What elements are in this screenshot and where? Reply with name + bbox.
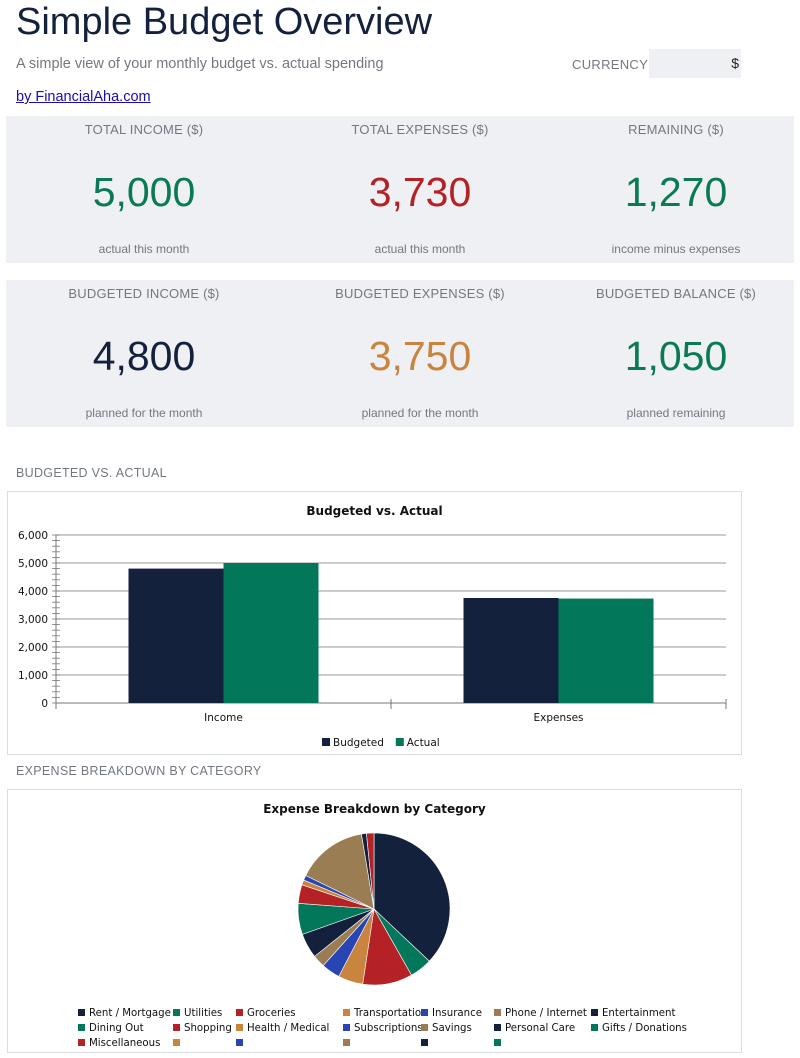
legend-swatch	[322, 738, 330, 746]
legend-label: Shopping	[184, 1023, 232, 1034]
x-category-label: Income	[204, 712, 243, 724]
card-label: TOTAL EXPENSES ($)	[351, 122, 489, 137]
actual-summary-panel: TOTAL INCOME ($) 5,000 actual this month…	[6, 116, 794, 263]
card-label: BUDGETED EXPENSES ($)	[335, 286, 505, 301]
x-category-label: Expenses	[533, 712, 583, 724]
pie-slice-savings	[305, 833, 375, 910]
legend-label: Savings	[432, 1023, 472, 1034]
bar-budgeted-expenses	[463, 598, 559, 703]
legend-label: Miscellaneous	[89, 1038, 160, 1049]
legend-label: Subscriptions	[354, 1023, 423, 1034]
card-label: TOTAL INCOME ($)	[84, 122, 204, 137]
currency-input[interactable]: $	[649, 49, 741, 78]
legend-label: Utilities	[184, 1008, 222, 1019]
y-tick-label: 1,000	[18, 670, 48, 682]
currency-label: CURRENCY	[572, 57, 649, 72]
legend-swatch	[343, 1024, 350, 1031]
legend-swatch	[236, 1024, 243, 1031]
legend-swatch	[343, 1009, 350, 1016]
legend-label: Dining Out	[89, 1023, 144, 1034]
legend-swatch	[173, 1039, 180, 1046]
legend-swatch	[421, 1009, 428, 1016]
legend-swatch	[591, 1009, 598, 1016]
y-tick-label: 0	[41, 698, 48, 710]
card-caption: planned remaining	[626, 406, 726, 420]
legend-swatch	[494, 1039, 501, 1046]
y-tick-label: 5,000	[18, 558, 48, 570]
bar-chart: 0 1,000 2,000 3,000 4,000 5,000 6,000 Income Exp…	[18, 530, 727, 749]
card-caption: actual this month	[374, 242, 466, 256]
card-caption: income minus expenses	[611, 242, 741, 256]
y-tick-label: 3,000	[18, 614, 48, 626]
bar-chart-title: Budgeted vs. Actual	[306, 504, 443, 518]
y-tick-label: 2,000	[18, 642, 48, 654]
card-label: BUDGETED INCOME ($)	[68, 286, 220, 301]
bar-chart-container: Budgeted vs. Actual 0 1,000 2,000 3,000 4,00…	[7, 491, 742, 755]
card-label: BUDGETED BALANCE ($)	[595, 286, 757, 301]
legend-swatch	[78, 1039, 85, 1046]
legend-label: Groceries	[247, 1008, 296, 1019]
card-label: REMAINING ($)	[628, 122, 724, 137]
card-value: 1,270	[624, 169, 728, 215]
legend-label: Rent / Mortgage	[89, 1008, 171, 1019]
expense-breakdown-heading: EXPENSE BREAKDOWN BY CATEGORY	[16, 764, 262, 778]
legend-swatch	[173, 1024, 180, 1031]
pie-chart: Rent / Mortgage Utilities Groceries Transpo…	[78, 832, 687, 1049]
legend-label: Entertainment	[602, 1008, 676, 1019]
legend-swatch	[78, 1024, 85, 1031]
card-value: 3,750	[368, 333, 472, 379]
card-value: 3,730	[368, 169, 472, 215]
legend-swatch	[591, 1024, 598, 1031]
card-value: 1,050	[624, 333, 728, 379]
page-subtitle: A simple view of your monthly budget vs.…	[16, 56, 384, 72]
y-tick-label: 4,000	[18, 586, 48, 598]
bar-budgeted-income	[128, 568, 224, 703]
bar-actual-income	[223, 563, 319, 703]
legend-swatch	[173, 1009, 180, 1016]
legend-label: Budgeted	[333, 737, 384, 749]
legend-swatch	[421, 1039, 428, 1046]
pie-chart-container: Expense Breakdown by Category Rent / Mor…	[7, 789, 742, 1053]
legend-label: Phone / Internet	[505, 1008, 587, 1019]
legend-swatch	[421, 1024, 428, 1031]
pie-chart-title: Expense Breakdown by Category	[263, 802, 486, 816]
legend-label: Gifts / Donations	[602, 1023, 687, 1034]
card-value: 4,800	[92, 333, 196, 379]
budget-summary-panel: BUDGETED INCOME ($) 4,800 planned for th…	[6, 280, 794, 427]
legend-swatch	[78, 1009, 85, 1016]
pie-slice-miscellaneous	[366, 832, 375, 910]
card-caption: actual this month	[98, 242, 190, 256]
bar-actual-expenses	[558, 598, 654, 703]
legend-swatch	[236, 1009, 243, 1016]
y-tick-label: 6,000	[18, 530, 48, 542]
pie-slice-rent-mortgage	[373, 832, 451, 962]
legend-label: Insurance	[432, 1008, 482, 1019]
card-caption: planned for the month	[85, 406, 203, 420]
card-caption: planned for the month	[361, 406, 479, 420]
card-value: 5,000	[92, 169, 196, 215]
legend-label: Health / Medical	[247, 1023, 329, 1034]
budget-vs-actual-heading: BUDGETED VS. ACTUAL	[16, 466, 167, 480]
legend-swatch	[343, 1039, 350, 1046]
currency-value: $	[731, 55, 739, 71]
financialaha-link[interactable]: by FinancialAha.com	[16, 89, 151, 105]
legend-swatch	[494, 1024, 501, 1031]
legend-label: Actual	[407, 737, 440, 749]
legend-label: Personal Care	[505, 1023, 575, 1034]
legend-label: Transportation	[353, 1008, 428, 1019]
page-title: Simple Budget Overview	[16, 1, 433, 43]
legend-swatch	[236, 1039, 243, 1046]
legend-swatch	[494, 1009, 501, 1016]
legend-swatch	[395, 738, 404, 746]
